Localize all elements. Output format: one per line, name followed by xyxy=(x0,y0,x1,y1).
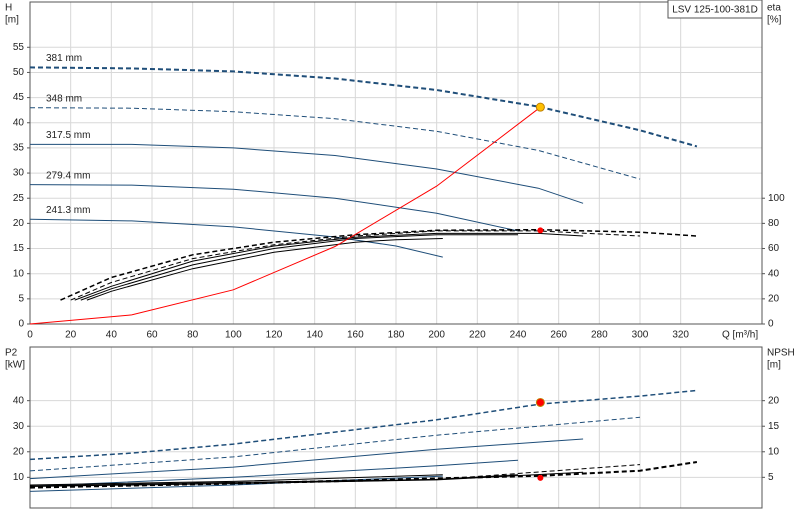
duty-point xyxy=(537,227,544,234)
curve xyxy=(29,107,641,180)
y2-axis-label: eta xyxy=(767,3,781,14)
curve xyxy=(29,106,541,325)
y-tick-label: 55 xyxy=(13,42,25,53)
x-tick-label: 300 xyxy=(632,330,649,341)
y-axis-label: P2 xyxy=(5,348,18,359)
curve xyxy=(74,232,584,301)
curve-label: 241.3 mm xyxy=(46,205,90,216)
y-axis-unit: [kW] xyxy=(5,360,25,371)
x-tick-label: 120 xyxy=(266,330,283,341)
x-tick-label: 180 xyxy=(388,330,405,341)
curve-label: 317.5 mm xyxy=(46,130,90,141)
x-tick-label: 100 xyxy=(225,330,242,341)
x-tick-label: 0 xyxy=(27,330,33,341)
y2-tick-label: 60 xyxy=(768,243,780,254)
y-tick-label: 30 xyxy=(13,168,25,179)
curve xyxy=(70,230,641,301)
x-tick-label: 320 xyxy=(672,330,689,341)
duty-point xyxy=(535,102,545,112)
y2-tick-label: 40 xyxy=(768,268,780,279)
y2-tick-label: 15 xyxy=(768,421,780,432)
curve-label: 381 mm xyxy=(46,53,82,64)
curve xyxy=(29,474,443,486)
x-tick-label: 260 xyxy=(550,330,567,341)
duty-point xyxy=(537,474,544,481)
y-tick-label: 25 xyxy=(13,193,25,204)
curve xyxy=(29,471,584,487)
curve xyxy=(60,228,697,301)
title-box xyxy=(667,0,763,19)
y2-tick-label: 0 xyxy=(768,319,774,330)
y-tick-label: 30 xyxy=(13,421,25,432)
x-tick-label: 60 xyxy=(146,330,158,341)
y-tick-label: 40 xyxy=(13,117,25,128)
chart-title: LSV 125-100-381D xyxy=(672,5,758,16)
y2-tick-label: 10 xyxy=(768,446,780,457)
curve xyxy=(29,459,519,487)
x-tick-label: 140 xyxy=(306,330,323,341)
y-tick-label: 15 xyxy=(13,243,25,254)
curve xyxy=(29,218,443,258)
x-tick-label: 40 xyxy=(106,330,118,341)
x-tick-label: 280 xyxy=(591,330,608,341)
duty-point xyxy=(535,397,545,407)
x-axis-label: Q [m³/h] xyxy=(722,330,758,341)
curve xyxy=(29,389,697,461)
y2-tick-label: 5 xyxy=(768,472,774,483)
y2-tick-label: 100 xyxy=(768,193,785,204)
x-tick-label: 160 xyxy=(347,330,364,341)
curve xyxy=(29,475,443,492)
plot-frame xyxy=(29,1,763,325)
y-tick-label: 20 xyxy=(13,446,25,457)
y-tick-label: 40 xyxy=(13,395,25,406)
y-axis-label: H xyxy=(5,3,12,14)
y-tick-label: 50 xyxy=(13,67,25,78)
curve xyxy=(29,438,584,480)
curve-label: 348 mm xyxy=(46,93,82,104)
y2-axis-unit: [%] xyxy=(767,15,782,26)
curve xyxy=(29,416,641,472)
y2-tick-label: 20 xyxy=(768,293,780,304)
curve xyxy=(29,474,519,487)
y-tick-label: 0 xyxy=(18,319,24,330)
x-tick-label: 220 xyxy=(469,330,486,341)
y-tick-label: 20 xyxy=(13,218,25,229)
y2-axis-label: NPSH xyxy=(767,348,795,359)
curve xyxy=(86,238,443,301)
y-tick-label: 10 xyxy=(13,268,25,279)
x-tick-label: 80 xyxy=(187,330,199,341)
y2-axis-unit: [m] xyxy=(767,360,781,371)
curve-label: 279.4 mm xyxy=(46,170,90,181)
x-tick-label: 240 xyxy=(510,330,527,341)
plot-frame xyxy=(29,346,763,509)
y-tick-label: 45 xyxy=(13,92,25,103)
x-tick-label: 200 xyxy=(428,330,445,341)
y2-tick-label: 20 xyxy=(768,395,780,406)
y-axis-unit: [m] xyxy=(5,15,19,26)
curve xyxy=(29,66,698,148)
y2-tick-label: 80 xyxy=(768,218,780,229)
curve xyxy=(29,184,519,232)
x-tick-label: 20 xyxy=(65,330,77,341)
y-tick-label: 35 xyxy=(13,143,25,154)
curve xyxy=(80,234,518,301)
y-tick-label: 5 xyxy=(18,293,24,304)
y-tick-label: 10 xyxy=(13,472,25,483)
curve xyxy=(30,143,584,204)
